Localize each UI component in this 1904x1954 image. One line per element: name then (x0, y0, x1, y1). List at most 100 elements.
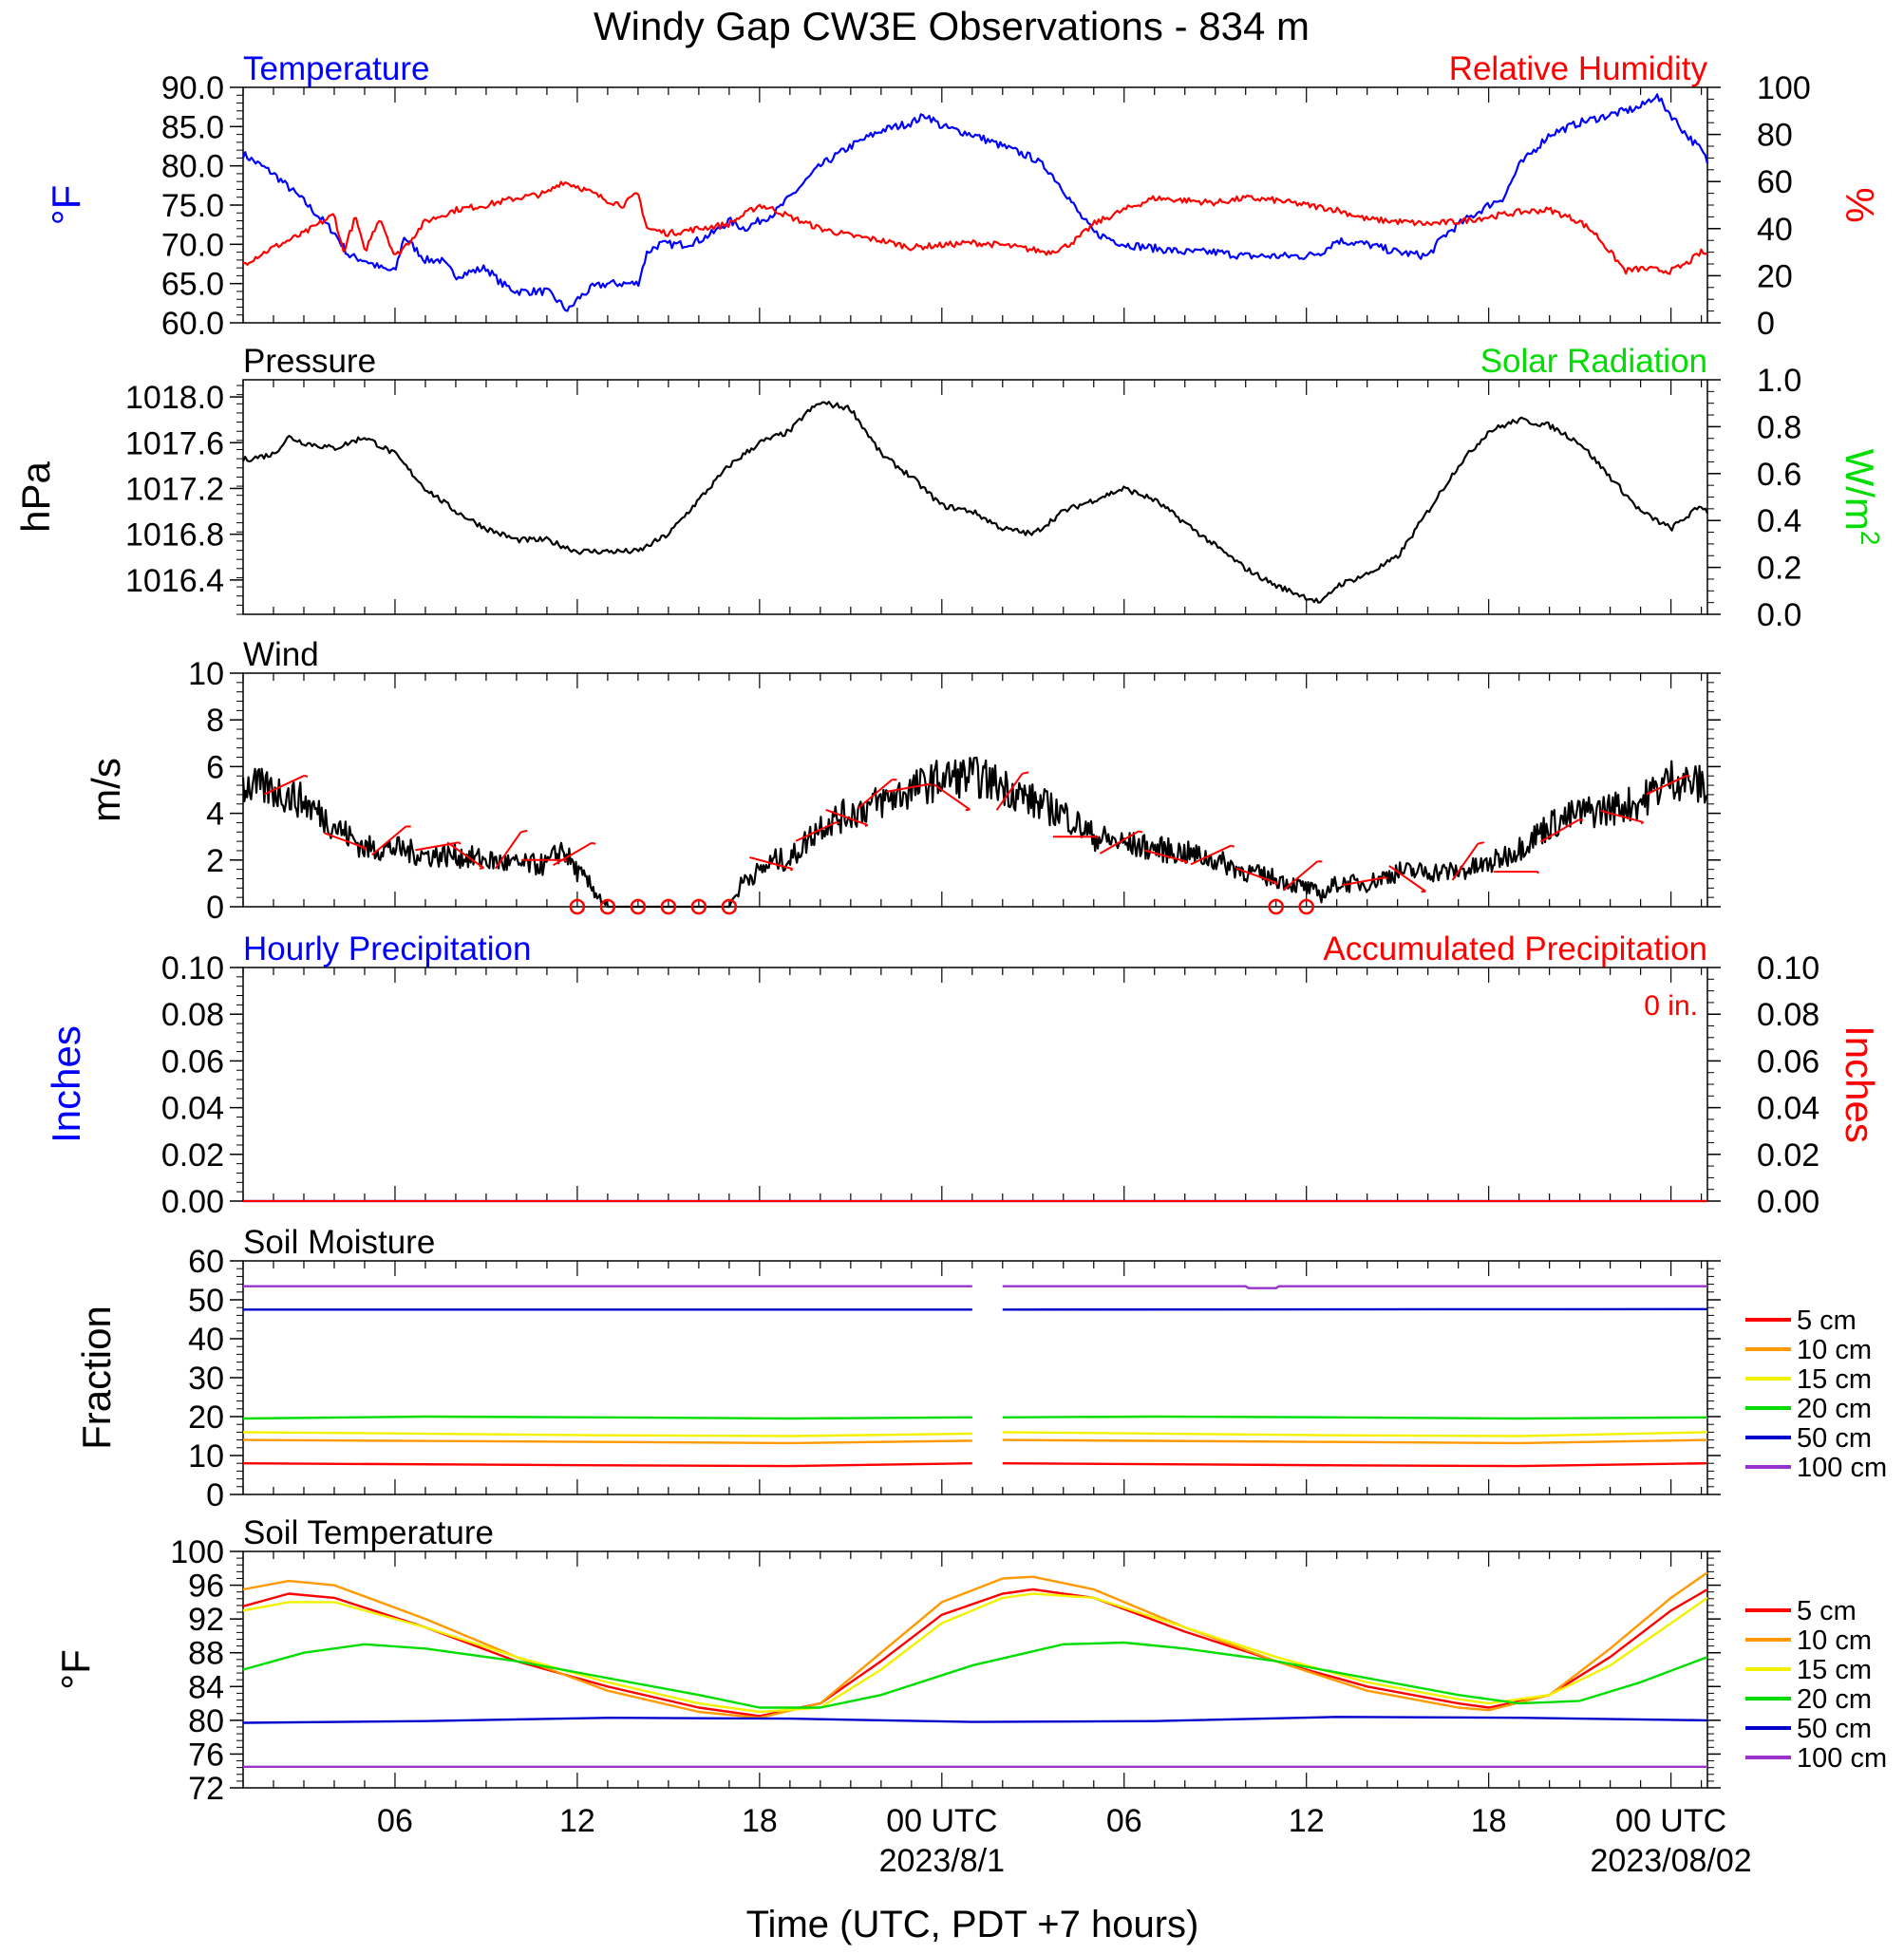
y-tick-label-left: 60.0 (161, 306, 224, 342)
y-axis-label-left: °F (44, 185, 88, 225)
x-tick-label: 06 (1106, 1803, 1142, 1839)
panel-frame (242, 1260, 1708, 1495)
wind-barb-flag (864, 824, 869, 828)
panel-frame (242, 379, 1708, 615)
y-tick-label-left: 0.10 (161, 950, 224, 986)
y-tick-label-left: 96 (188, 1569, 224, 1605)
y-tick-label-left: 80 (188, 1703, 224, 1739)
y-tick-label-left: 85.0 (161, 109, 224, 145)
wind-barb-flag (965, 808, 971, 812)
wind-barb-flag (1231, 844, 1235, 848)
legend-entry: 5 cm (1797, 1306, 1857, 1336)
y-tick-label-left: 8 (206, 703, 224, 739)
series-15-cm (242, 1592, 1708, 1714)
y-axis-label-right-sup: 2 (1856, 531, 1885, 546)
calm-wind-marker (599, 898, 616, 915)
y-tick-label-right: 20 (1757, 258, 1793, 294)
y-tick-label-left: 4 (206, 797, 224, 833)
calm-wind-marker (721, 898, 738, 915)
series-50-cm (242, 1716, 1708, 1724)
wind-barb-flag (1686, 774, 1690, 778)
panel-frame (242, 1550, 1708, 1789)
y-tick-label-right: 0.06 (1757, 1043, 1819, 1080)
legend-entry: 50 cm (1797, 1714, 1872, 1744)
wind-barb (1341, 876, 1386, 887)
wind-barb (415, 841, 460, 852)
wind-barb (1099, 830, 1140, 855)
wind-barb-flag (1274, 882, 1279, 886)
wind-barb (1144, 849, 1188, 863)
x-axis-label: Time (UTC, PDT +7 hours) (746, 1904, 1199, 1945)
y-tick-label-left: 65.0 (161, 267, 224, 303)
series-5-cm (242, 1588, 1708, 1718)
legend-entry: 20 cm (1797, 1684, 1872, 1715)
y-tick-label-left: 40 (188, 1322, 224, 1358)
x-tick-date-label: 2023/08/02 (1591, 1843, 1752, 1879)
y-tick-label-left: 2 (206, 843, 224, 879)
panel-left-title: Hourly Precipitation (243, 930, 531, 968)
series-10-cm (242, 1571, 1708, 1719)
series-5-cm (242, 1462, 1708, 1468)
x-tick-label: 00 UTC (886, 1803, 997, 1839)
y-tick-label-left: 88 (188, 1636, 224, 1672)
series-100-cm (243, 1285, 1707, 1289)
y-axis-label-left: Fraction (74, 1306, 119, 1450)
y-tick-label-right: 60 (1757, 164, 1793, 200)
y-tick-label-left: 1017.6 (125, 425, 224, 461)
y-tick-label-right: 0.00 (1757, 1184, 1819, 1220)
x-tick-label: 00 UTC (1615, 1803, 1726, 1839)
y-tick-label-left: 1017.2 (125, 471, 224, 507)
y-tick-label-left: 0.02 (161, 1137, 224, 1174)
y-tick-label-right: 0.6 (1757, 457, 1801, 493)
y-axis-label-right: W/m2 (1838, 449, 1885, 546)
panel-temperature-rh: 60.065.0 70.075.080.0 85.090.0 0 20 40 60 80 100… (44, 50, 1882, 342)
wind-barb-flag (1138, 830, 1143, 834)
wind-barb (553, 841, 593, 867)
wind-barb-flag (1184, 860, 1189, 865)
legend-entry: 50 cm (1797, 1423, 1872, 1454)
series-20-cm (242, 1641, 1708, 1709)
y-tick-label-left: 0.00 (161, 1184, 224, 1220)
legend-entry: 100 cm (1797, 1453, 1887, 1483)
x-tick-label: 18 (1471, 1803, 1507, 1839)
y-tick-label-left: 60 (188, 1244, 224, 1280)
wind-barb-flag (458, 841, 462, 845)
wind-barb-flag (789, 868, 794, 872)
y-tick-label-left: 10 (188, 1438, 224, 1475)
y-tick-label-left: 1016.4 (125, 563, 224, 599)
y-tick-label-left: 90.0 (161, 70, 224, 106)
wind-barb (933, 782, 971, 811)
accumulated-total-label: 0 in. (1644, 990, 1698, 1022)
wind-barb (324, 832, 368, 850)
y-tick-label-right: 40 (1757, 212, 1793, 248)
y-tick-label-right: 1.0 (1757, 363, 1801, 399)
y-tick-label-left: 100 (170, 1534, 224, 1570)
panel-left-title: Wind (243, 636, 319, 673)
series-wind-speed (241, 756, 1708, 909)
wind-barb (263, 774, 306, 796)
y-tick-label-right: 0.0 (1757, 597, 1801, 633)
legend-entry: 10 cm (1797, 1625, 1872, 1656)
legend-entry: 20 cm (1797, 1394, 1872, 1424)
wind-barb (995, 773, 1024, 811)
series-15-cm (242, 1431, 1708, 1437)
y-tick-label-left: 80.0 (161, 149, 224, 185)
y-axis-label-right: % (1838, 187, 1882, 222)
wind-barb (371, 825, 407, 856)
calm-wind-marker (690, 898, 707, 915)
y-axis-label-left: m/s (84, 758, 128, 822)
y-tick-label-right: 100 (1757, 70, 1811, 106)
y-tick-label-left: 92 (188, 1602, 224, 1638)
legend-entry: 10 cm (1797, 1335, 1872, 1365)
series-50-cm (243, 1307, 1708, 1311)
y-tick-label-right: 0.04 (1757, 1091, 1819, 1127)
legend-entry: 15 cm (1797, 1655, 1872, 1685)
y-tick-label-left: 75.0 (161, 188, 224, 224)
calm-wind-marker (569, 898, 586, 915)
y-tick-label-left: 84 (188, 1669, 224, 1705)
y-tick-label-left: 70.0 (161, 227, 224, 263)
panel-right-title: Solar Radiation (1480, 343, 1707, 380)
